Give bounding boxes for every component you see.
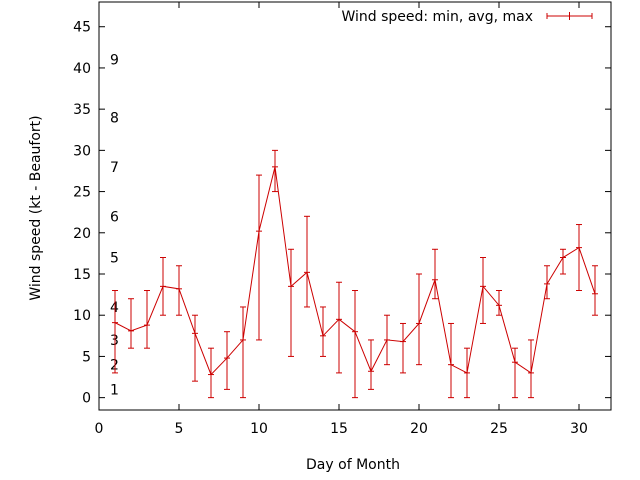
y-tick-label: 40 — [73, 61, 91, 77]
beaufort-label: 3 — [110, 333, 119, 349]
y-tick-label: 30 — [73, 143, 91, 159]
y-tick-label: 10 — [73, 308, 91, 324]
beaufort-label: 2 — [110, 358, 119, 374]
y-tick-label: 35 — [73, 102, 91, 118]
x-tick-label: 0 — [95, 421, 104, 437]
beaufort-label: 6 — [110, 209, 119, 225]
y-tick-label: 20 — [73, 226, 91, 242]
beaufort-label: 9 — [110, 53, 119, 69]
x-tick-label: 20 — [410, 421, 428, 437]
x-tick-label: 15 — [330, 421, 348, 437]
y-tick-label: 15 — [73, 267, 91, 283]
x-tick-label: 30 — [570, 421, 588, 437]
y-axis-label: Wind speed (kt - Beaufort) — [28, 115, 44, 300]
legend: Wind speed: min, avg, max — [341, 9, 593, 25]
x-tick-label: 10 — [250, 421, 268, 437]
x-tick-label: 25 — [490, 421, 508, 437]
beaufort-label: 5 — [110, 251, 119, 267]
plot-frame — [98, 1, 612, 411]
x-axis-label: Day of Month — [306, 457, 400, 473]
beaufort-label: 8 — [110, 110, 119, 126]
x-tick-label: 5 — [175, 421, 184, 437]
y-tick-label: 25 — [73, 185, 91, 201]
y-tick-label: 0 — [82, 391, 91, 407]
y-tick-label: 45 — [73, 20, 91, 36]
beaufort-label: 1 — [110, 382, 119, 398]
legend-label: Wind speed: min, avg, max — [341, 9, 533, 25]
y-tick-label: 5 — [82, 349, 91, 365]
series-layer — [112, 149, 598, 399]
beaufort-label: 7 — [110, 160, 119, 176]
